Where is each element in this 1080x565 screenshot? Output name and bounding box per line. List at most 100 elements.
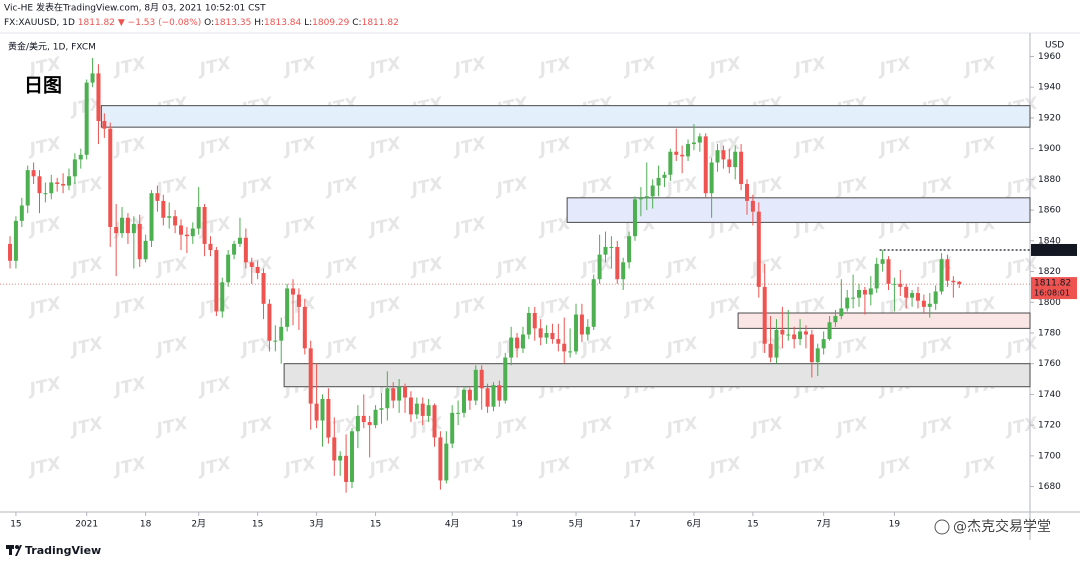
candle-body [462, 389, 467, 413]
x-tick-label: 19 [511, 520, 523, 530]
candle-body [915, 293, 920, 301]
candle-body [285, 288, 290, 327]
ohlc-key: O: [204, 18, 214, 28]
ohlc-value: 1809.29 [312, 18, 349, 28]
candle-body [13, 220, 18, 261]
candle-body [585, 326, 590, 335]
candle-body [609, 246, 614, 248]
candle-body [939, 259, 944, 292]
candle-body [910, 293, 915, 298]
candle-body [173, 216, 178, 226]
candle-body [662, 174, 667, 178]
candle-body [532, 313, 537, 329]
candle-body [408, 397, 413, 415]
x-tick-label: 2021 [75, 520, 98, 530]
candle-body [361, 415, 366, 423]
candle-body [355, 415, 360, 432]
candle-body [886, 259, 891, 284]
candle-body [957, 281, 962, 285]
candle-body [520, 334, 525, 349]
arrow: ▼ [118, 18, 125, 28]
candle-body [603, 246, 608, 255]
candle-body [96, 73, 101, 122]
candle-body [373, 409, 378, 426]
x-tick-label: 6月 [687, 519, 702, 530]
y-tick-label: 1860 [1038, 206, 1061, 216]
symbol: FX:XAUUSD, 1D [4, 18, 75, 28]
candle-body [456, 412, 461, 414]
candle-body [803, 331, 808, 335]
candle-body [444, 443, 449, 481]
candle-body [709, 162, 714, 194]
x-tick-label: 15 [747, 520, 758, 530]
x-tick-label: 3月 [309, 519, 324, 530]
candle-body [450, 412, 455, 444]
candle-body [226, 254, 231, 283]
candle-body [509, 337, 514, 358]
zone [100, 105, 1031, 128]
ohlc-value: 1813.84 [264, 18, 301, 28]
candle-body [827, 322, 832, 340]
candle-body [131, 223, 136, 234]
candle-body [762, 286, 767, 344]
candle-body [597, 254, 602, 280]
candle-body [143, 240, 148, 260]
candle-body [19, 205, 24, 221]
candle-body [650, 185, 655, 197]
candle-body [780, 329, 785, 335]
candle-body [261, 273, 266, 304]
candle-body [179, 225, 184, 235]
quote-line: FX:XAUUSD, 1D 1811.82 ▼ −1.53 (−0.08%) O… [4, 18, 399, 28]
x-tick-label: 15 [252, 520, 263, 530]
candle-body [868, 288, 873, 295]
credit: @杰克交易学堂 [953, 518, 1051, 535]
x-tick-label: 5月 [569, 519, 584, 530]
candle-body [114, 226, 119, 234]
candle-body [120, 217, 125, 234]
candle-body [845, 297, 850, 309]
candle-body [473, 369, 478, 401]
ohlc-key: L: [304, 18, 312, 28]
candle-body [296, 294, 301, 307]
candle-body [196, 207, 201, 229]
candle-body [485, 388, 490, 407]
candle-body [815, 348, 820, 363]
candle-body [379, 408, 384, 410]
tradingview-logo [6, 545, 22, 556]
candle-body [880, 259, 885, 264]
candle-body [397, 386, 402, 401]
candle-body [756, 211, 761, 287]
candle-body [627, 236, 632, 263]
y-tick-label: 1840 [1038, 236, 1061, 246]
candle-body [291, 288, 296, 295]
candle-body [680, 154, 685, 157]
candle-body [84, 82, 89, 155]
y-tick-label: 1780 [1038, 328, 1061, 338]
candle-body [326, 399, 331, 438]
candle-body [898, 283, 903, 287]
ohlc-key: C: [352, 18, 361, 28]
candle-body [55, 182, 60, 184]
candle-body [214, 250, 219, 312]
y-tick-label: 1720 [1038, 421, 1061, 431]
candle-body [279, 326, 284, 341]
candle-body [349, 431, 354, 482]
candle-body [43, 193, 48, 195]
candle-body [161, 200, 166, 218]
candle-body [220, 282, 225, 312]
candle-body [190, 228, 195, 237]
x-tick-label: 4月 [445, 519, 460, 530]
candle-body [538, 328, 543, 338]
candle-body [874, 263, 879, 289]
last: 1811.82 [78, 18, 115, 28]
candle-body [338, 455, 343, 461]
candle-body [792, 334, 797, 340]
candle-body [668, 151, 673, 175]
candle-body [697, 136, 702, 143]
countdown: 16:08:01 [1034, 289, 1070, 298]
candle-body [385, 388, 390, 409]
y-tick-label: 1680 [1038, 482, 1061, 492]
y-tick-label: 1760 [1038, 359, 1061, 369]
